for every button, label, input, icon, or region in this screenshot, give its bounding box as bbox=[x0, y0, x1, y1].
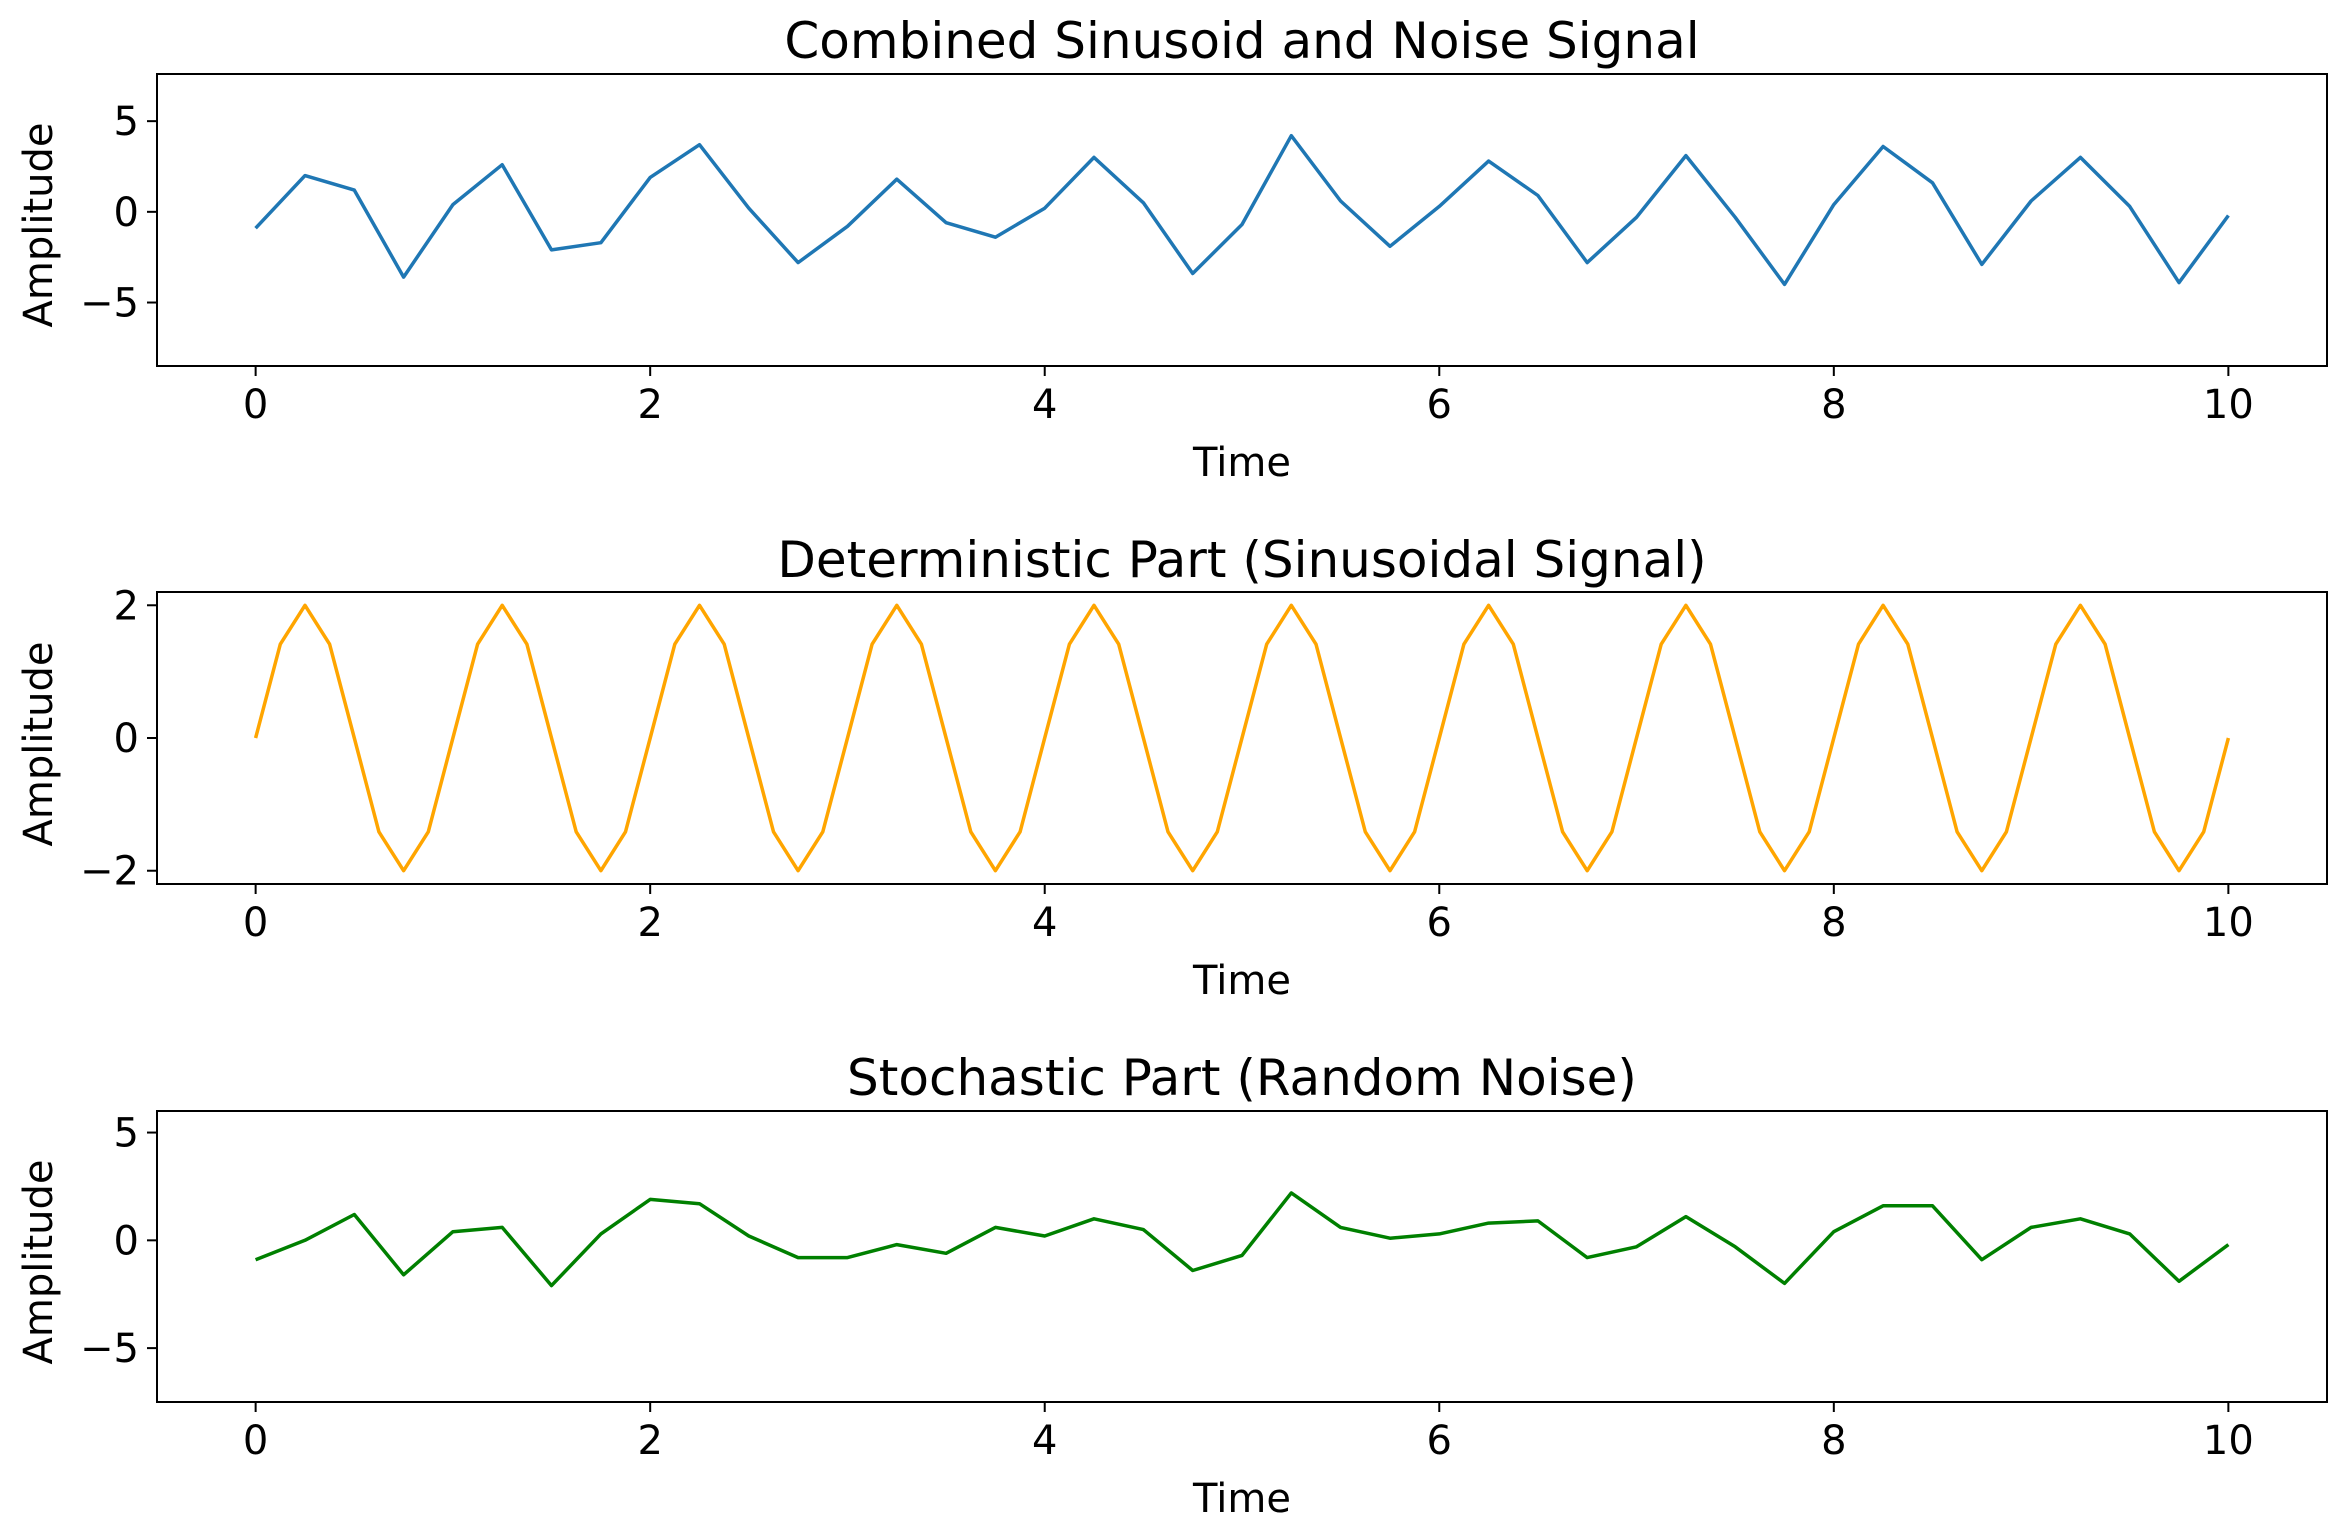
subplot-title: Stochastic Part (Random Noise) bbox=[847, 1049, 1637, 1107]
x-tick-label: 6 bbox=[1427, 900, 1452, 946]
figure-background bbox=[0, 0, 2341, 1538]
x-tick-label: 0 bbox=[243, 382, 268, 428]
x-tick-label: 8 bbox=[1821, 900, 1846, 946]
figure: Combined Sinusoid and Noise Signal 0 2 4 6 8… bbox=[0, 0, 2341, 1538]
y-axis-label: Amplitude bbox=[16, 123, 62, 328]
x-tick-label: 6 bbox=[1427, 382, 1452, 428]
subplot-title: Deterministic Part (Sinusoidal Signal) bbox=[777, 531, 1706, 589]
x-tick-label: 10 bbox=[2203, 900, 2254, 946]
x-axis-label: Time bbox=[1192, 1476, 1291, 1522]
x-tick-label: 4 bbox=[1032, 1418, 1057, 1464]
x-tick-label: 10 bbox=[2203, 1418, 2254, 1464]
x-tick-label: 6 bbox=[1427, 1418, 1452, 1464]
x-tick-label: 2 bbox=[637, 1418, 662, 1464]
y-tick-label: −5 bbox=[80, 1326, 139, 1372]
y-tick-label: −2 bbox=[80, 849, 139, 895]
x-tick-label: 0 bbox=[243, 900, 268, 946]
y-axis-label: Amplitude bbox=[16, 1160, 62, 1365]
x-tick-label: 2 bbox=[637, 900, 662, 946]
y-axis-label: Amplitude bbox=[16, 642, 62, 847]
x-tick-label: 4 bbox=[1032, 382, 1057, 428]
x-tick-label: 8 bbox=[1821, 382, 1846, 428]
y-tick-label: 5 bbox=[114, 99, 139, 145]
x-axis-label: Time bbox=[1192, 958, 1291, 1004]
y-tick-label: 2 bbox=[114, 583, 139, 629]
x-tick-label: 8 bbox=[1821, 1418, 1846, 1464]
x-tick-label: 0 bbox=[243, 1418, 268, 1464]
y-tick-label: 0 bbox=[114, 716, 139, 762]
x-axis-label: Time bbox=[1192, 440, 1291, 486]
y-tick-label: 0 bbox=[114, 190, 139, 236]
x-tick-label: 10 bbox=[2203, 382, 2254, 428]
subplot-title: Combined Sinusoid and Noise Signal bbox=[784, 12, 1699, 70]
y-tick-label: 0 bbox=[114, 1218, 139, 1264]
y-tick-label: −5 bbox=[80, 281, 139, 327]
y-tick-label: 5 bbox=[114, 1111, 139, 1157]
x-tick-label: 4 bbox=[1032, 900, 1057, 946]
x-tick-label: 2 bbox=[637, 382, 662, 428]
